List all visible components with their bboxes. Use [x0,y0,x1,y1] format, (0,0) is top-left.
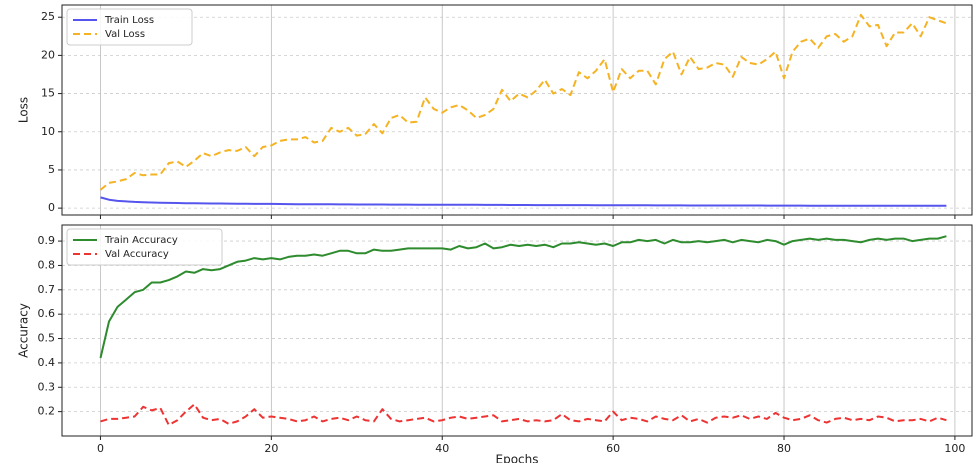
y-tick-label: 20 [41,48,55,61]
x-tick-label: 100 [944,442,965,455]
x-tick-label: 80 [777,442,791,455]
legend-label: Train Loss [104,15,154,26]
y-tick-label: 0.6 [38,307,56,320]
y-axis-label: Accuracy [17,303,31,358]
y-tick-label: 0.5 [38,332,56,345]
legend-label: Val Loss [105,29,145,40]
y-tick-label: 15 [41,87,55,100]
legend: Train Loss Val Loss [66,8,193,46]
y-tick-label: 25 [41,10,55,23]
x-tick-label: 40 [435,442,449,455]
y-tick-label: 0.3 [38,380,56,393]
legend-label: Val Accuracy [105,249,169,260]
legend: Train Accuracy Val Accuracy [66,228,223,266]
y-tick-label: 5 [48,163,55,176]
y-tick-label: 0.8 [38,258,56,271]
axes-frame [61,224,973,437]
y-tick-label: 0 [48,201,55,214]
x-tick-label: 0 [97,442,104,455]
x-axis-label: Epochs [496,453,539,463]
plot-area [62,5,972,215]
y-tick-label: 0.2 [38,405,56,418]
x-tick-label: 20 [264,442,278,455]
legend-box [66,228,223,266]
data-line [99,13,947,191]
y-tick-label: 0.9 [38,234,56,247]
y-tick-label: 0.7 [38,283,56,296]
legend-box [66,8,193,46]
y-axis-label: Loss [17,97,31,123]
y-tick-label: 10 [41,125,55,138]
legend-label: Train Accuracy [104,235,178,246]
data-line [100,196,947,207]
data-line [100,403,947,426]
data-line [99,235,947,359]
axes-frame [61,4,973,216]
y-tick-label: 0.4 [38,356,56,369]
x-tick-label: 60 [606,442,620,455]
